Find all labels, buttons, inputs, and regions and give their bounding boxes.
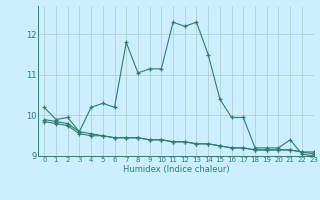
X-axis label: Humidex (Indice chaleur): Humidex (Indice chaleur) — [123, 165, 229, 174]
